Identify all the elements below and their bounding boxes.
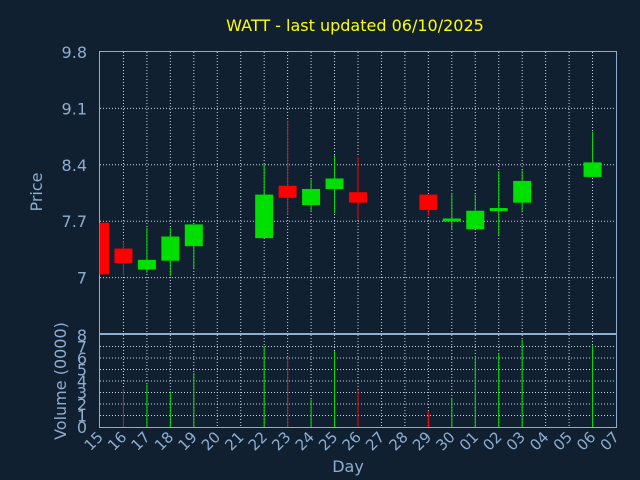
x-tick-label: 27 xyxy=(362,428,388,454)
volume-tick-label: 1 xyxy=(77,407,87,426)
candle-body xyxy=(302,188,321,206)
price-axis-label: Price xyxy=(27,172,46,211)
candle xyxy=(278,120,297,215)
volume-tick-label: 2 xyxy=(77,395,87,414)
candle-body xyxy=(184,224,203,247)
x-tick-label: 23 xyxy=(268,428,294,454)
candle-body xyxy=(349,192,367,203)
candle xyxy=(99,222,109,275)
candle xyxy=(513,170,532,211)
candle-body xyxy=(442,218,461,222)
x-axis-label: Day xyxy=(332,457,364,476)
candle xyxy=(161,227,180,276)
candle xyxy=(255,163,274,239)
candle xyxy=(489,171,508,235)
volume-tick-label: 4 xyxy=(77,372,87,391)
x-tick-label: 07 xyxy=(597,428,623,454)
x-tick-label: 03 xyxy=(503,428,529,454)
x-tick-label: 19 xyxy=(174,428,200,454)
volume-bars xyxy=(122,339,594,427)
x-tick-label: 06 xyxy=(573,428,599,454)
volume-axis-label: Volume (0000) xyxy=(51,322,70,440)
x-tick-label: 26 xyxy=(339,428,365,454)
volume-tick-label: 6 xyxy=(77,349,87,368)
candle xyxy=(419,194,438,216)
price-tick-label: 9.1 xyxy=(62,99,87,118)
candle xyxy=(325,155,344,214)
candle-body xyxy=(583,162,602,177)
x-tick-label: 16 xyxy=(104,428,130,454)
volume-tick-label: 5 xyxy=(77,361,87,380)
x-tick-label: 01 xyxy=(456,428,482,454)
x-tick-label: 17 xyxy=(128,428,154,454)
candle-body xyxy=(278,185,297,198)
volume-panel-frame xyxy=(99,334,617,428)
price-tick-label: 9.8 xyxy=(62,43,87,62)
price-tick-label: 8.4 xyxy=(62,156,87,175)
candle xyxy=(583,131,602,177)
candle-body xyxy=(419,194,438,210)
candle-body xyxy=(161,236,180,261)
candle-body xyxy=(100,222,109,275)
candle xyxy=(184,224,203,268)
candle-body xyxy=(137,259,156,270)
candle xyxy=(302,179,321,212)
x-tick-label: 21 xyxy=(221,428,247,454)
x-tick-label: 04 xyxy=(526,428,552,454)
x-tick-label: 28 xyxy=(386,428,412,454)
price-y-axis: 9.8 9.1 8.4 7.7 7 xyxy=(62,43,87,288)
price-panel-frame xyxy=(99,51,617,334)
candle xyxy=(349,156,367,220)
x-tick-label: 20 xyxy=(198,428,224,454)
x-axis: 1516171819202122232425262728293001020304… xyxy=(81,428,623,454)
x-tick-label: 02 xyxy=(479,428,505,454)
price-tick-label: 7 xyxy=(77,269,87,288)
chart-title: WATT - last updated 06/10/2025 xyxy=(226,16,484,35)
volume-tick-label: 7 xyxy=(77,338,87,357)
candle xyxy=(114,241,133,276)
x-tick-label: 18 xyxy=(151,428,177,454)
x-tick-label: 25 xyxy=(315,428,341,454)
candle-body xyxy=(325,178,344,189)
price-tick-label: 7.7 xyxy=(62,212,87,231)
x-tick-label: 22 xyxy=(245,428,271,454)
x-tick-label: 05 xyxy=(550,428,576,454)
candle-body xyxy=(114,248,133,264)
x-tick-label: 29 xyxy=(409,428,435,454)
candlesticks xyxy=(99,120,602,276)
candle xyxy=(466,194,485,230)
candle xyxy=(137,227,156,273)
volume-tick-label: 3 xyxy=(77,384,87,403)
candle-body xyxy=(489,208,508,212)
x-tick-label: 30 xyxy=(432,428,458,454)
candle-body xyxy=(466,210,485,230)
candle-body xyxy=(513,180,532,203)
volume-tick-label: 8 xyxy=(77,326,87,345)
candle-body xyxy=(255,194,274,239)
x-tick-label: 24 xyxy=(292,428,318,454)
volume-tick-label: 0 xyxy=(77,418,87,437)
candle xyxy=(442,193,461,231)
